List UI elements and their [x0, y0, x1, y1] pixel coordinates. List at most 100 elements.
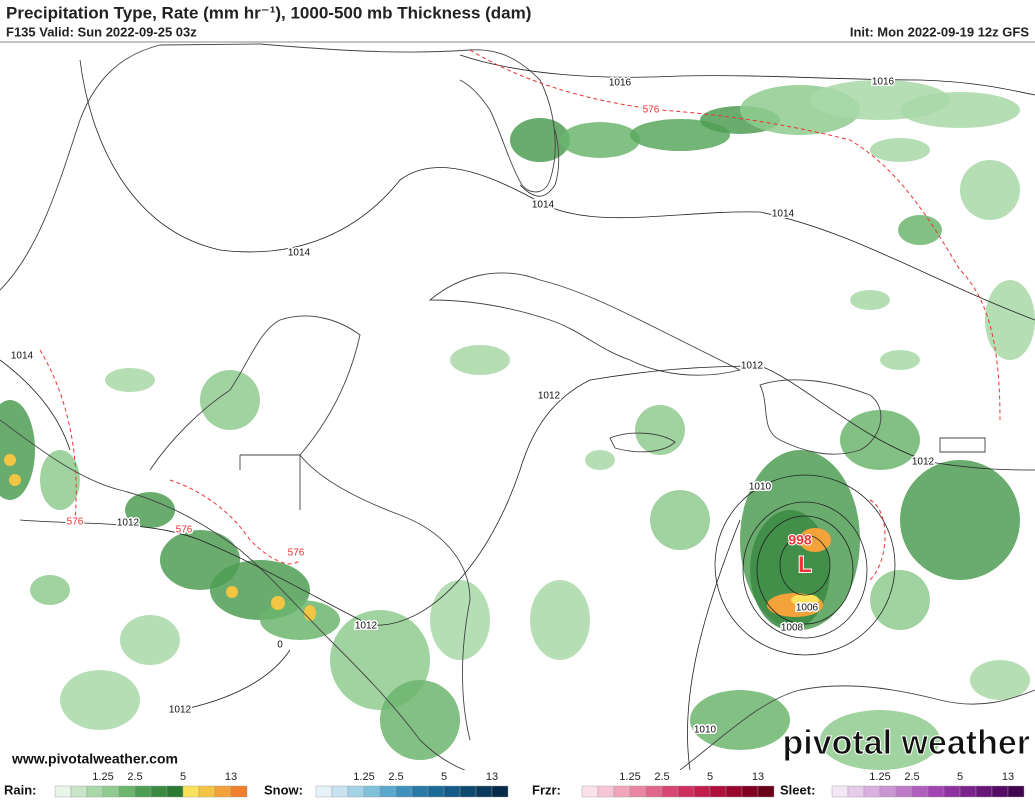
precip-area: [125, 492, 175, 528]
cuba: [428, 272, 742, 376]
isobar: [459, 54, 1035, 96]
legend-tick: 13: [752, 771, 764, 783]
precip-area: [60, 670, 140, 730]
isobars: [0, 54, 1035, 771]
legend-label: Sleet:: [780, 782, 815, 797]
pacific-coast: [0, 419, 481, 776]
legend-swatch: [411, 785, 429, 798]
contour-label: 576: [176, 525, 193, 536]
thickness-contour: [469, 49, 1001, 421]
legend-swatch: [879, 785, 897, 798]
coastlines: [0, 43, 1035, 776]
precip-area: [40, 450, 80, 510]
legend-tick: 2.5: [654, 771, 669, 783]
title: Precipitation Type, Rate (mm hr⁻¹), 1000…: [6, 3, 531, 22]
precip-area: [650, 490, 710, 550]
legend-swatch: [166, 785, 184, 798]
legend-swatch: [911, 785, 929, 798]
precip-area: [690, 690, 790, 750]
precip-area: [880, 350, 920, 370]
legend-tick: 1.25: [92, 771, 113, 783]
contour-label: 0: [277, 640, 283, 651]
legend-swatch: [198, 785, 216, 798]
legend-swatch: [959, 785, 977, 798]
legend-swatch: [459, 785, 477, 798]
legend: Rain: 1.25 2.5 5 13 Snow: 1.25 2.5 5 13 Frzr: 1.25 2…: [4, 771, 1025, 798]
contour-label: 1012: [355, 621, 378, 632]
precip-area: [900, 92, 1020, 128]
south-america-coast: [679, 685, 1035, 771]
legend-swatch: [70, 785, 88, 798]
jamaica: [609, 432, 676, 453]
legend-swatch: [597, 785, 615, 798]
precip-area: [200, 370, 260, 430]
isobar: [742, 501, 868, 639]
legend-swatch: [645, 785, 663, 798]
legend-swatch: [150, 785, 168, 798]
legend-swatch: [214, 785, 232, 798]
legend-swatch: [315, 785, 333, 798]
legend-swatch: [134, 785, 152, 798]
legend-tick: 2.5: [388, 771, 403, 783]
precip-area: [900, 460, 1020, 580]
legend-tick: 13: [486, 771, 498, 783]
legend-swatch: [943, 785, 961, 798]
legend-swatch: [693, 785, 711, 798]
precip-area: [30, 575, 70, 605]
hispaniola: [759, 379, 882, 455]
precip-area: [380, 680, 460, 760]
legend-swatch: [831, 785, 849, 798]
precip-area: [820, 710, 940, 770]
legend-tick: 5: [707, 771, 713, 783]
legend-swatch: [581, 785, 599, 798]
contour-label: 1014: [772, 209, 795, 220]
legend-swatch: [379, 785, 397, 798]
isobar: [0, 359, 71, 451]
contour-label: 998: [788, 532, 812, 548]
legend-swatch: [927, 785, 945, 798]
legend-swatch: [491, 785, 509, 798]
legend-tick: 5: [957, 771, 963, 783]
brand: pivotal weather: [782, 724, 1030, 762]
contour-label: 576: [288, 548, 305, 559]
legend-swatch: [427, 785, 445, 798]
legend-swatch: [741, 785, 759, 798]
contour-label: 1010: [749, 482, 772, 493]
precip-area: [960, 160, 1020, 220]
legend-swatch: [863, 785, 881, 798]
legend-swatch: [54, 785, 72, 798]
precip-area: [870, 570, 930, 630]
legend-swatch: [331, 785, 349, 798]
thickness-576: [39, 49, 1001, 581]
legend-tick: 5: [441, 771, 447, 783]
precip-area: [530, 580, 590, 660]
legend-label: Frzr:: [532, 782, 561, 797]
legend-swatch: [102, 785, 120, 798]
legend-swatch: [629, 785, 647, 798]
legend-tick: 1.25: [869, 771, 890, 783]
legend-swatch: [709, 785, 727, 798]
legend-swatch: [1007, 785, 1025, 798]
legend-swatch: [395, 785, 413, 798]
legend-swatch: [757, 785, 775, 798]
heavy-precip: [226, 586, 238, 598]
heavy-precip: [4, 454, 16, 466]
precip-area: [970, 660, 1030, 700]
heavy-precip: [9, 474, 21, 486]
gulf-coast: [0, 43, 556, 291]
legend-tick: 5: [180, 771, 186, 783]
precip-area: [630, 119, 730, 151]
heavy-precip: [304, 605, 316, 621]
contour-label: 1006: [796, 603, 819, 614]
precip-area: [850, 290, 890, 310]
contour-label: 1014: [11, 351, 34, 362]
contour-label: 1012: [912, 457, 935, 468]
heavy-precip: [791, 594, 819, 606]
isobar: [756, 515, 854, 625]
borders: [239, 454, 301, 510]
legend-swatch: [725, 785, 743, 798]
legend-label: Rain:: [4, 782, 37, 797]
precip-area: [985, 280, 1035, 360]
precip-area: [0, 400, 35, 500]
